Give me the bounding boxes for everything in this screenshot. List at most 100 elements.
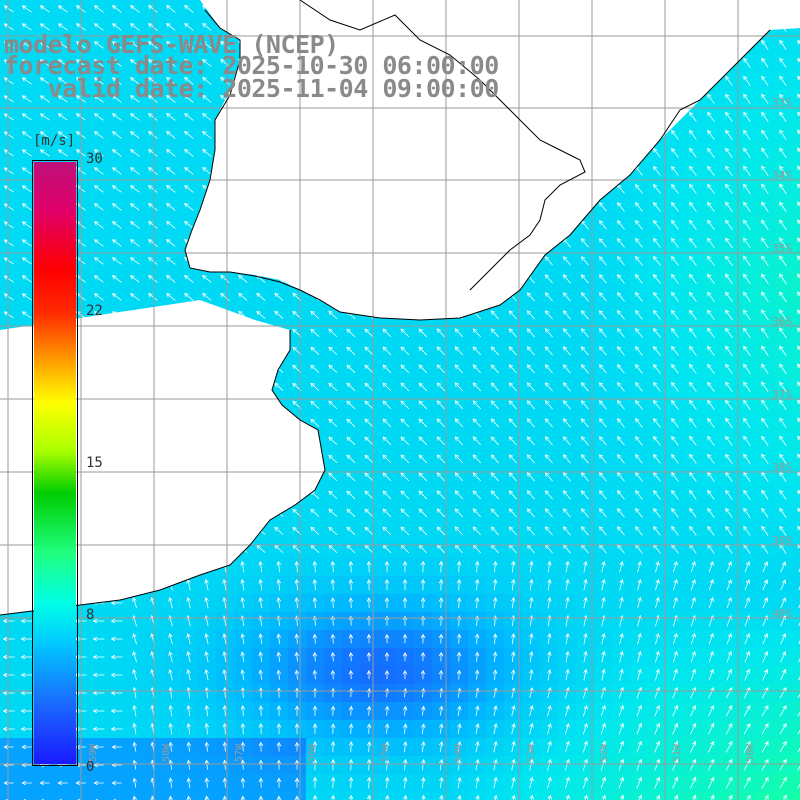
wind-arrow (598, 400, 607, 410)
wind-arrow (529, 578, 534, 591)
wind-arrow (797, 435, 800, 441)
wind-arrow (418, 112, 428, 122)
wind-arrow (761, 201, 769, 213)
wind-arrow (21, 77, 32, 85)
wind-arrow (797, 453, 800, 459)
wind-arrow (508, 328, 517, 338)
wind-arrow (382, 202, 392, 212)
wind-arrow (400, 58, 410, 68)
wind-arrow (707, 219, 715, 230)
wind-arrow (743, 57, 751, 68)
wind-arrow (312, 560, 318, 573)
wind-arrow (238, 130, 248, 139)
wind-arrow (294, 597, 300, 609)
wind-arrow (238, 220, 248, 229)
wind-arrow (653, 525, 661, 536)
wind-arrow (690, 579, 696, 591)
wind-arrow (166, 491, 176, 499)
wind-arrow (743, 417, 751, 428)
wind-arrow (436, 166, 446, 176)
wind-arrow (580, 22, 589, 32)
wind-arrow (725, 237, 733, 248)
wind-arrow (418, 58, 428, 68)
wind-arrow (418, 4, 428, 14)
wind-cell (738, 792, 756, 800)
wind-arrow (166, 419, 176, 427)
wind-arrow (454, 166, 464, 176)
wind-arrow (743, 309, 751, 321)
wind-arrow (671, 399, 679, 410)
wind-cell (540, 792, 558, 800)
wind-arrow (725, 327, 733, 338)
wind-arrow (238, 472, 248, 481)
wind-arrow (382, 454, 392, 464)
wind-arrow (598, 40, 607, 50)
wind-arrow (635, 363, 643, 374)
wind-arrow (129, 275, 140, 283)
wind-arrow (562, 436, 571, 446)
wind-arrow (274, 256, 284, 265)
wind-arrow (671, 39, 679, 50)
wind-arrow (364, 292, 374, 302)
wind-arrow (617, 76, 625, 86)
wind-arrow (328, 256, 338, 266)
wind-arrow (635, 201, 643, 212)
wind-arrow (148, 77, 158, 85)
wind-arrow (256, 202, 266, 211)
wind-arrow (93, 365, 104, 373)
wind-arrow (671, 183, 679, 194)
wind-arrow (418, 490, 428, 500)
wind-arrow (93, 59, 104, 67)
wind-arrow (220, 472, 230, 481)
wind-arrow (761, 111, 769, 122)
wind-arrow (762, 561, 768, 573)
wind-arrow (743, 453, 751, 464)
wind-arrow (544, 382, 553, 392)
wind-arrow (364, 508, 374, 518)
wind-arrow (346, 166, 356, 176)
wind-arrow (580, 364, 589, 374)
wind-arrow (21, 131, 32, 139)
wind-arrow (617, 112, 625, 122)
wind-arrow (382, 220, 392, 230)
wind-arrow (57, 5, 68, 13)
wind-arrow (671, 93, 679, 104)
wind-arrow (598, 130, 607, 140)
wind-arrow (653, 453, 661, 464)
lat-label-40s: 40S (772, 607, 792, 620)
wind-arrow (598, 436, 607, 446)
wind-arrow (220, 256, 230, 265)
wind-arrow (508, 58, 517, 68)
wind-arrow (761, 363, 769, 375)
wind-arrow (635, 93, 643, 104)
wind-arrow (526, 166, 535, 176)
wind-arrow (418, 436, 428, 446)
wind-arrow (797, 183, 800, 189)
wind-arrow (653, 489, 661, 500)
wind-arrow (220, 4, 230, 13)
wind-arrow (274, 58, 284, 67)
wind-arrow (3, 167, 14, 175)
wind-arrow (202, 238, 212, 247)
wind-arrow (3, 131, 14, 139)
wind-arrow (274, 418, 284, 427)
wind-arrow (400, 184, 410, 194)
wind-arrow (743, 93, 751, 104)
wind-arrow (544, 418, 553, 428)
wind-arrow (689, 129, 697, 140)
wind-arrow (132, 560, 137, 573)
wind-arrow (580, 148, 589, 158)
wind-arrow (364, 382, 374, 392)
wind-arrow (526, 238, 535, 248)
wind-arrow (346, 148, 356, 158)
wind-arrow (148, 473, 158, 481)
wind-arrow (562, 94, 571, 104)
wind-arrow (635, 129, 643, 140)
wind-arrow (400, 292, 410, 302)
wind-arrow (779, 147, 787, 159)
wind-cell (234, 792, 252, 800)
wind-arrow (330, 560, 336, 573)
wind-arrow (744, 561, 750, 573)
wind-arrow (364, 490, 374, 500)
wind-arrow (707, 345, 715, 356)
